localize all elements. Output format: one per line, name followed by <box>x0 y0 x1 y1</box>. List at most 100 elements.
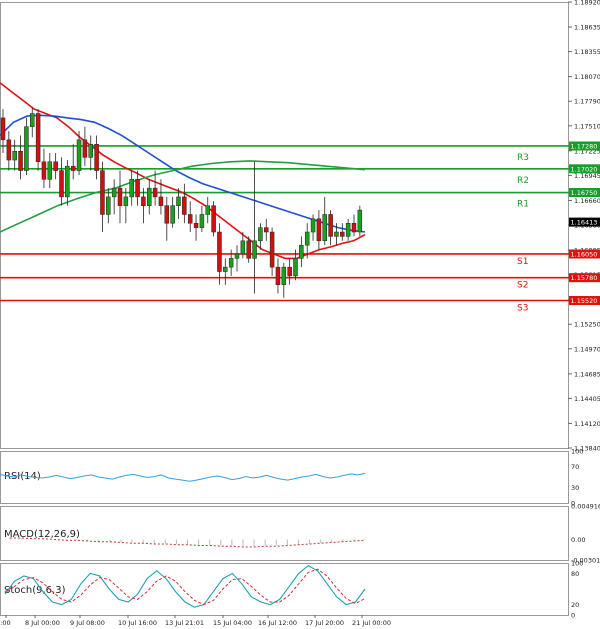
candle-bullish <box>299 244 304 259</box>
rsi-line <box>0 472 366 482</box>
level-price-label: 1.17280 <box>571 142 598 150</box>
candle-bearish <box>287 266 292 277</box>
candle-bullish <box>281 266 287 285</box>
time-tick-label: 17 Jul 20:00 <box>305 619 344 627</box>
macd-signal-line <box>10 537 366 548</box>
candle-bearish <box>82 139 88 158</box>
candle-bearish <box>217 231 222 272</box>
price-tick-label: 1.17510 <box>574 122 600 130</box>
candle-bullish <box>304 231 310 246</box>
candle-bullish <box>223 266 228 272</box>
candle-bearish <box>6 139 12 161</box>
time-tick-label: 0:00 <box>0 619 11 627</box>
candle-bullish <box>65 165 70 198</box>
price-tick-label: 1.18355 <box>574 48 600 56</box>
macd-title: MACD(12,26,9) <box>4 529 80 540</box>
candle-bullish <box>24 126 29 171</box>
candle-bullish <box>12 151 17 161</box>
last-price-label: 1.16413 <box>571 219 598 227</box>
time-tick-label: 13 Jul 21:01 <box>165 619 204 627</box>
macd-tick-label: 0.00 <box>571 536 585 544</box>
moving-average-green <box>0 160 366 233</box>
main-panel <box>0 2 569 449</box>
level-price-tag <box>569 296 600 306</box>
level-price-tag <box>569 141 600 151</box>
candle-bullish <box>199 214 205 228</box>
rsi-title: RSI(14) <box>4 471 41 482</box>
stoch-tick-label: 20 <box>571 601 579 609</box>
candle-bearish <box>41 161 47 180</box>
price-tick-label: 1.14685 <box>574 370 600 378</box>
candle-bearish <box>264 227 269 233</box>
candle-bearish <box>152 187 158 198</box>
candle-bearish <box>35 113 41 163</box>
rsi-tick-label: 0 <box>571 500 575 508</box>
candle-bullish <box>345 222 351 237</box>
candle-bearish <box>70 165 76 171</box>
candle-bullish <box>258 227 263 242</box>
price-tick-label: 1.15250 <box>574 321 600 329</box>
candle-bearish <box>182 196 187 215</box>
candle-bullish <box>123 196 129 206</box>
level-label-s2: S2 <box>517 281 528 291</box>
level-price-tag <box>569 188 600 198</box>
candle-bearish <box>18 151 23 171</box>
time-tick-label: 8 Jul 00:00 <box>25 619 60 627</box>
candle-bearish <box>164 205 170 224</box>
candle-bullish <box>205 205 210 215</box>
candle-bullish <box>310 218 316 233</box>
candle-bullish <box>240 240 246 255</box>
level-price-label: 1.17020 <box>571 165 598 173</box>
candle-bearish <box>193 222 199 228</box>
candle-bearish <box>316 218 322 242</box>
candle-bullish <box>234 253 240 259</box>
time-tick-label: 21 Jul 00:00 <box>352 619 391 627</box>
candle-bullish <box>106 196 111 215</box>
level-price-tag <box>569 249 600 259</box>
candle-bearish <box>211 205 216 233</box>
stoch-k-line <box>4 564 366 608</box>
stoch-tick-label: 100 <box>571 560 583 568</box>
candle-bullish <box>228 258 234 268</box>
stoch-title: Stoch(9,6,3) <box>4 585 66 596</box>
candle-bearish <box>135 179 140 198</box>
level-price-tag <box>569 273 600 283</box>
rsi-panel <box>0 451 569 504</box>
time-tick-label: 16 Jul 12:00 <box>258 619 297 627</box>
level-price-tag <box>569 164 600 174</box>
price-tick-label: 1.14120 <box>574 420 600 428</box>
stoch-tick-label: 80 <box>571 570 579 578</box>
moving-average-red <box>0 82 366 260</box>
macd-tick-label: 0.004916 <box>571 503 600 511</box>
last-price-tag <box>569 217 600 227</box>
candle-bearish <box>53 161 58 171</box>
time-tick-label: 15 Jul 04:00 <box>213 619 252 627</box>
price-tick-label: 1.17790 <box>574 98 600 106</box>
candle-bearish <box>187 214 193 224</box>
candle-bearish <box>269 231 275 268</box>
price-tick-label: 1.14970 <box>574 345 600 353</box>
price-tick-label: 1.17225 <box>574 147 600 155</box>
level-price-label: 1.15780 <box>571 274 598 282</box>
candle-bullish <box>322 214 327 242</box>
candle-bearish <box>141 196 146 206</box>
time-tick-label: 9 Jul 08:00 <box>70 619 105 627</box>
candle-bullish <box>47 161 53 180</box>
level-label-s1: S1 <box>517 257 528 267</box>
candle-bearish <box>100 170 105 215</box>
candle-bullish <box>357 209 363 233</box>
candle-bearish <box>117 187 123 206</box>
candle-bullish <box>252 240 257 259</box>
candle-bullish <box>147 187 152 206</box>
candle-bullish <box>111 187 117 198</box>
price-tick-label: 1.16945 <box>574 172 600 180</box>
moving-average-blue <box>0 114 366 233</box>
candle-bearish <box>351 222 357 233</box>
level-label-r3: R3 <box>517 153 529 163</box>
level-label-r1: R1 <box>517 200 529 210</box>
candle-bullish <box>88 143 93 158</box>
candle-bullish <box>293 258 298 277</box>
price-tick-label: 1.13840 <box>574 445 600 453</box>
price-tick-label: 1.18070 <box>574 73 600 81</box>
